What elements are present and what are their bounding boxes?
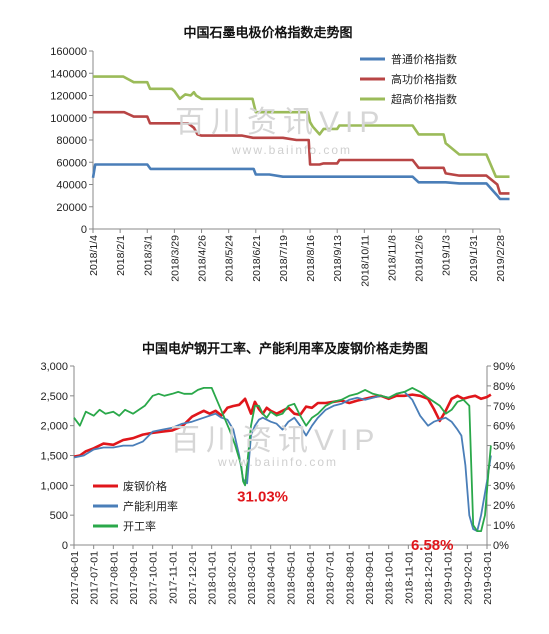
chart2-x-tick-label: 2018-11-01 — [403, 551, 415, 604]
chart2-x-tick-label: 2019-01-01 — [443, 551, 455, 605]
chart2-right-tick-label: 0% — [493, 540, 509, 552]
chart2-annotation-label: 31.03% — [237, 488, 288, 505]
watermark-url-2: www.baiinfo.com — [217, 455, 338, 469]
chart1-series-line-1 — [91, 163, 510, 201]
chart2-x-tick-label: 2018-12-01 — [423, 551, 435, 605]
chart2-left-tick-label: 1,000 — [40, 480, 68, 492]
chart2-series — [73, 386, 492, 532]
chart2-left-tick-label: 3,000 — [40, 361, 68, 373]
watermark-text: 百川资讯VIP — [175, 106, 385, 139]
chart2-x-tick-label: 2019-03-01 — [482, 551, 494, 605]
chart2-x-tick-label: 2017-08-01 — [108, 551, 120, 605]
chart1-series-line-2 — [93, 110, 510, 195]
chart1-series — [91, 75, 510, 201]
chart2-x-tick-label: 2017-09-01 — [128, 551, 140, 605]
chart1-legend-label: 高功价格指数 — [391, 72, 457, 86]
chart2-x-tick-label: 2018-06-01 — [305, 551, 317, 605]
chart1-x-tick-label: 2018/3/29 — [169, 235, 181, 282]
chart1-x-tick-label: 2018/8/16 — [305, 235, 317, 282]
chart2-x-tick-label: 2017-12-01 — [187, 551, 199, 605]
chart2-right-tick-label: 60% — [493, 421, 515, 433]
chart1-y-tick-label: 80000 — [56, 135, 87, 147]
chart2-x-tick-label: 2018-03-01 — [246, 551, 258, 605]
chart2-x-tick-label: 2018-02-01 — [226, 551, 238, 605]
chart1-x-tick-label: 2018/4/26 — [197, 235, 209, 282]
watermark-url: www.baiinfo.com — [231, 143, 352, 157]
chart2-x-tick-label: 2018-09-01 — [364, 551, 376, 605]
chart2-right-tick-label: 50% — [493, 441, 515, 453]
chart1-axes: 0 20000 40000 60000 80000 100000 120000 140000 1… — [50, 46, 507, 287]
chart2-right-tick-label: 20% — [493, 500, 515, 512]
chart2-x-tick-label: 2018-08-01 — [344, 551, 356, 605]
chart1-y-tick-label: 160000 — [50, 46, 87, 58]
chart1-x-tick-label: 2018/3/1 — [142, 235, 154, 276]
chart2-axes: 0 500 1,000 1,500 2,000 2,500 3,000 0% 10% 20% 30%… — [40, 361, 515, 605]
chart1-x-tick-label: 2018/5/24 — [224, 235, 236, 282]
chart2-x-tick-label: 2019-02-01 — [462, 551, 474, 605]
chart2-legend-label: 产能利用率 — [123, 499, 178, 513]
watermark-text-2: 百川资讯VIP — [170, 424, 380, 457]
chart2-left-tick-label: 2,000 — [40, 421, 68, 433]
chart2-x-tick-label: 2017-11-01 — [167, 551, 179, 604]
chart1-x-tick-label: 2018/7/19 — [278, 235, 290, 282]
chart2-left-tick-label: 0 — [62, 540, 68, 552]
chart2-right-tick-label: 40% — [493, 460, 515, 472]
chart2-right-tick-label: 10% — [493, 520, 515, 532]
chart2-series-line-2 — [73, 390, 492, 532]
chart2-x-tick-label: 2018-10-01 — [384, 551, 396, 605]
chart1-y-tick-label: 100000 — [50, 113, 87, 125]
chart2-left-tick-label: 500 — [50, 510, 68, 522]
chart2-legend-label: 废钢价格 — [123, 479, 167, 493]
chart2-legend-label: 开工率 — [123, 519, 156, 533]
chart2-x-tick-label: 2018-07-01 — [325, 551, 337, 605]
chart2-right-tick-label: 30% — [493, 480, 515, 492]
chart1-y-tick-label: 120000 — [50, 91, 87, 103]
chart1-title: 中国石墨电极价格指数走势图 — [183, 25, 352, 41]
chart1-y-tick-label: 60000 — [56, 157, 87, 169]
chart2-right-tick-label: 70% — [493, 401, 515, 413]
chart1-x-tick-label: 2019/2/28 — [495, 235, 507, 282]
chart2-x-tick-label: 2018-05-01 — [285, 551, 297, 605]
graphite-electrode-chart: 中国石墨电极价格指数走势图 0 20000 40000 60000 80000 10000… — [50, 25, 510, 287]
chart1-x-tick-label: 2018/11/8 — [386, 235, 398, 281]
chart2-right-tick-label: 80% — [493, 381, 515, 393]
chart1-legend-label: 超高价格指数 — [391, 92, 457, 106]
chart1-y-tick-label: 140000 — [50, 68, 87, 80]
chart2-series-line-3 — [73, 386, 492, 532]
chart2-x-tick-label: 2017-06-01 — [69, 551, 81, 605]
chart1-x-tick-label: 2019/1/3 — [441, 235, 453, 276]
chart1-x-tick-label: 2018/10/11 — [359, 235, 371, 287]
chart2-x-tick-label: 2017-07-01 — [89, 551, 101, 605]
chart2-x-tick-label: 2018-04-01 — [266, 551, 278, 605]
chart1-x-tick-label: 2018/2/1 — [115, 235, 127, 276]
chart1-x-tick-label: 2019/1/31 — [468, 235, 480, 282]
chart1-x-tick-label: 2018/9/13 — [332, 235, 344, 282]
chart2-x-tick-label: 2017-10-01 — [148, 551, 160, 605]
chart1-x-tick-label: 2018/12/6 — [414, 235, 426, 282]
chart2-annotation-label: 6.58% — [411, 537, 454, 554]
chart2-annotations: 31.03% 6.58% — [237, 488, 453, 554]
chart1-legend-label: 普通价格指数 — [391, 52, 457, 66]
chart1-y-tick-label: 20000 — [56, 202, 87, 214]
chart2-x-tick-label: 2018-01-01 — [207, 551, 219, 605]
chart2-left-tick-label: 2,500 — [40, 391, 68, 403]
chart2-left-tick-label: 1,500 — [40, 451, 68, 463]
chart1-y-tick-label: 40000 — [56, 180, 87, 192]
chart1-series-line-3 — [93, 75, 510, 178]
chart2-title: 中国电炉钢开工率、产能利用率及废钢价格走势图 — [142, 341, 428, 357]
chart1-x-tick-label: 2018/6/21 — [251, 235, 263, 282]
chart1-x-tick-label: 2018/1/4 — [88, 235, 100, 276]
eaf-steel-chart: 中国电炉钢开工率、产能利用率及废钢价格走势图 0 500 1,000 1,500 2,0… — [40, 341, 515, 605]
chart2-right-tick-label: 90% — [493, 361, 515, 373]
chart1-y-tick-label: 0 — [81, 224, 87, 236]
